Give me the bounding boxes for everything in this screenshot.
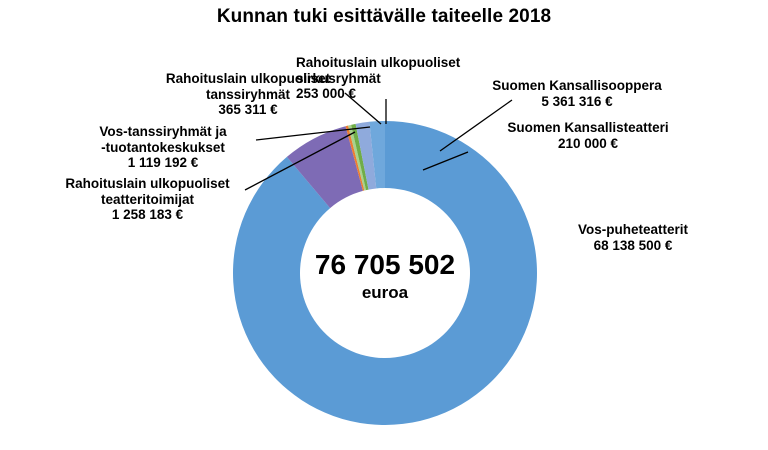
donut-slice[interactable] [345, 125, 365, 191]
slice-label-sirkusryhmat: Rahoituslain ulkopuoliset sirkusryhmät 2… [296, 55, 496, 102]
slice-label-kansallisteatteri-amount: 210 000 € [557, 135, 619, 151]
donut-slice[interactable] [348, 124, 367, 191]
leader-line-teatteritoimijat [244, 131, 356, 191]
slice-label-teatteritoimijat-line1: Rahoituslain ulkopuoliset [65, 176, 230, 191]
slice-label-vos-puheteatterit: Vos-puheteatterit 68 138 500 € [528, 222, 738, 253]
slice-label-kansallisooppera-line1: Suomen Kansallisooppera [492, 78, 662, 93]
donut-center-unit: euroa [361, 283, 409, 302]
leader-lines [244, 92, 513, 191]
leader-line-kansallisteatteri [422, 151, 469, 171]
slice-label-tanssiryhmat-line1: Rahoituslain ulkopuoliset [165, 71, 331, 86]
slice-label-kansallisteatteri: Suomen Kansallisteatteri 210 000 € [468, 120, 708, 151]
slice-label-vos-puheteatterit-line1: Vos-puheteatterit [577, 222, 688, 237]
chart-title: Kunnan tuki esittävälle taiteelle 2018 [216, 6, 552, 27]
slice-label-teatteritoimijat: Rahoituslain ulkopuoliset teatteritoimij… [40, 176, 255, 223]
slice-label-vos-tanssiryhmat-amount: 1 119 192 € [127, 155, 199, 170]
donut-slices [232, 121, 537, 426]
leader-line-vos-tanssi [255, 126, 371, 141]
donut-center-value: 76 705 502 [314, 249, 456, 280]
donut-slice[interactable] [232, 121, 537, 426]
slice-label-teatteritoimijat-amount: 1 258 183 € [111, 207, 184, 222]
slice-label-kansallisooppera: Suomen Kansallisooppera 5 361 316 € [452, 78, 702, 109]
slice-label-kansallisooppera-amount: 5 361 316 € [541, 93, 613, 109]
slice-label-sirkusryhmat-line1: Rahoituslain ulkopuoliset [296, 55, 461, 70]
slice-label-vos-puheteatterit-amount: 68 138 500 € [593, 237, 673, 253]
slice-label-tanssiryhmat-amount: 365 311 € [218, 102, 278, 117]
slice-label-kansallisteatteri-line1: Suomen Kansallisteatteri [507, 120, 669, 135]
donut-slice[interactable] [351, 123, 369, 191]
slice-label-vos-tanssiryhmat-line2: -tuotantokeskukset [101, 139, 225, 155]
slice-label-sirkusryhmat-amount: 253 000 € [296, 86, 357, 101]
leader-line-tanssiryhmat [344, 92, 382, 125]
donut-slice[interactable] [286, 126, 363, 209]
slice-label-tanssiryhmat-line2: tanssiryhmät [205, 86, 291, 102]
donut-slice[interactable] [369, 121, 385, 189]
slice-label-teatteritoimijat-line2: teatteritoimijat [100, 191, 195, 207]
leader-line-ooppera [439, 99, 513, 152]
slice-label-vos-tanssiryhmat: Vos-tanssiryhmät ja -tuotantokeskukset 1… [58, 124, 268, 171]
slice-label-sirkusryhmat-line2: sirkusryhmät [296, 70, 381, 86]
slice-label-vos-tanssiryhmat-line1: Vos-tanssiryhmät ja [99, 124, 227, 139]
donut-slice[interactable] [355, 121, 377, 190]
slice-label-tanssiryhmat: Rahoituslain ulkopuoliset tanssiryhmät 3… [143, 71, 353, 118]
